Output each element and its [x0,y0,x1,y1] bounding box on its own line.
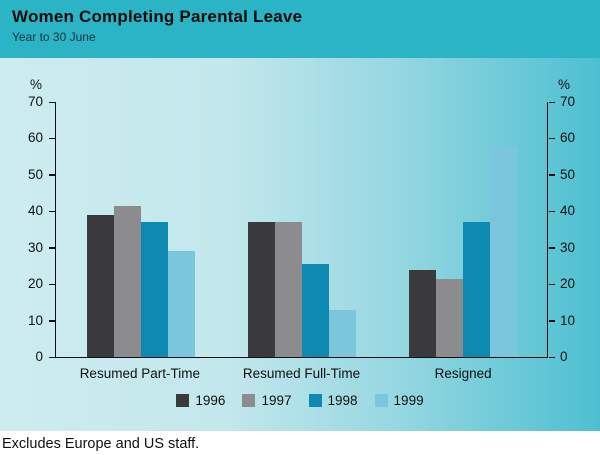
bar-1996 [247,222,275,357]
y-axis-unit-right: % [557,77,570,92]
chart-figure: Women Completing Parental Leave Year to … [0,0,600,431]
y-tick-label: 20 [27,276,43,292]
legend-swatch [308,394,322,407]
bar-1996 [86,214,114,357]
bars-row [56,102,547,357]
legend-item-1996: 1996 [176,393,225,408]
bar-1997 [435,278,463,357]
y-tick [548,247,555,249]
bar-group-cell [382,102,543,357]
y-tick [548,137,555,140]
y-tick [548,356,555,358]
y-tick-label: 20 [560,276,576,292]
legend-swatch [176,394,190,407]
y-tick-label: 60 [560,130,576,146]
legend: 1996 1997 1998 1999 [0,393,600,408]
bar-1999 [328,309,356,357]
y-tick [48,137,55,140]
y-tick [548,283,555,286]
bar-1999 [167,251,195,357]
legend-item-1999: 1999 [374,393,424,408]
y-tick-label: 50 [27,166,43,182]
legend-label: 1997 [261,393,292,408]
y-tick-label: 70 [560,94,576,109]
y-tick [548,320,555,322]
chart-subtitle: Year to 30 June [12,30,96,44]
y-tick-label: 0 [35,349,43,364]
y-tick [48,247,55,249]
legend-item-1998: 1998 [308,393,358,408]
chart-title: Women Completing Parental Leave [12,7,303,26]
legend-item-1997: 1997 [242,393,292,408]
legend-label: 1998 [327,393,358,408]
bar-group [247,102,356,357]
y-tick [48,174,55,176]
y-tick-label: 30 [560,239,576,255]
bar-1998 [462,222,490,357]
bar-1998 [140,222,168,357]
y-axis-unit-left: % [30,77,43,92]
y-tick-label: 10 [560,312,576,328]
bar-1996 [408,269,436,357]
y-tick [548,101,555,103]
bar-1997 [113,205,141,357]
footnote: Excludes Europe and US staff. [0,431,600,455]
bar-group [86,102,195,357]
chart-header: Women Completing Parental Leave Year to … [0,0,600,58]
legend-label: 1999 [393,393,424,408]
bar-group-cell [221,102,382,357]
legend-label: 1996 [195,393,226,408]
y-tick [48,101,55,103]
y-tick-label: 30 [27,239,43,255]
category-axis: Resumed Part-Time Resumed Full-Time Resign… [55,366,548,381]
bar-1998 [301,264,329,357]
legend-swatch [242,394,256,407]
y-tick-label: 60 [27,130,43,146]
category-label: Resumed Full-Time [242,366,361,381]
plot-area: % % 0 0 10 10 20 20 30 30 40 40 50 50 60 60 70 70 Resum… [0,58,600,431]
y-tick-label: 10 [27,312,43,328]
y-tick [48,210,55,213]
bar-1999 [489,145,517,357]
y-tick-label: 40 [560,203,576,219]
y-tick [548,174,555,176]
y-tick-label: 0 [560,349,568,364]
bar-group-cell [60,102,221,357]
y-tick-label: 70 [27,94,43,109]
legend-swatch [374,394,388,407]
bar-group [408,102,517,357]
y-tick-label: 40 [27,203,43,219]
y-tick [48,356,55,358]
plot-box: 0 0 10 10 20 20 30 30 40 40 50 50 60 60 70 70 [28,94,575,364]
category-label: Resumed Part-Time [79,366,200,381]
y-tick [48,283,55,286]
y-tick-label: 50 [560,166,576,182]
y-tick [48,320,55,322]
y-tick [548,210,555,213]
category-label: Resigned [434,366,492,381]
bar-1997 [274,222,302,357]
